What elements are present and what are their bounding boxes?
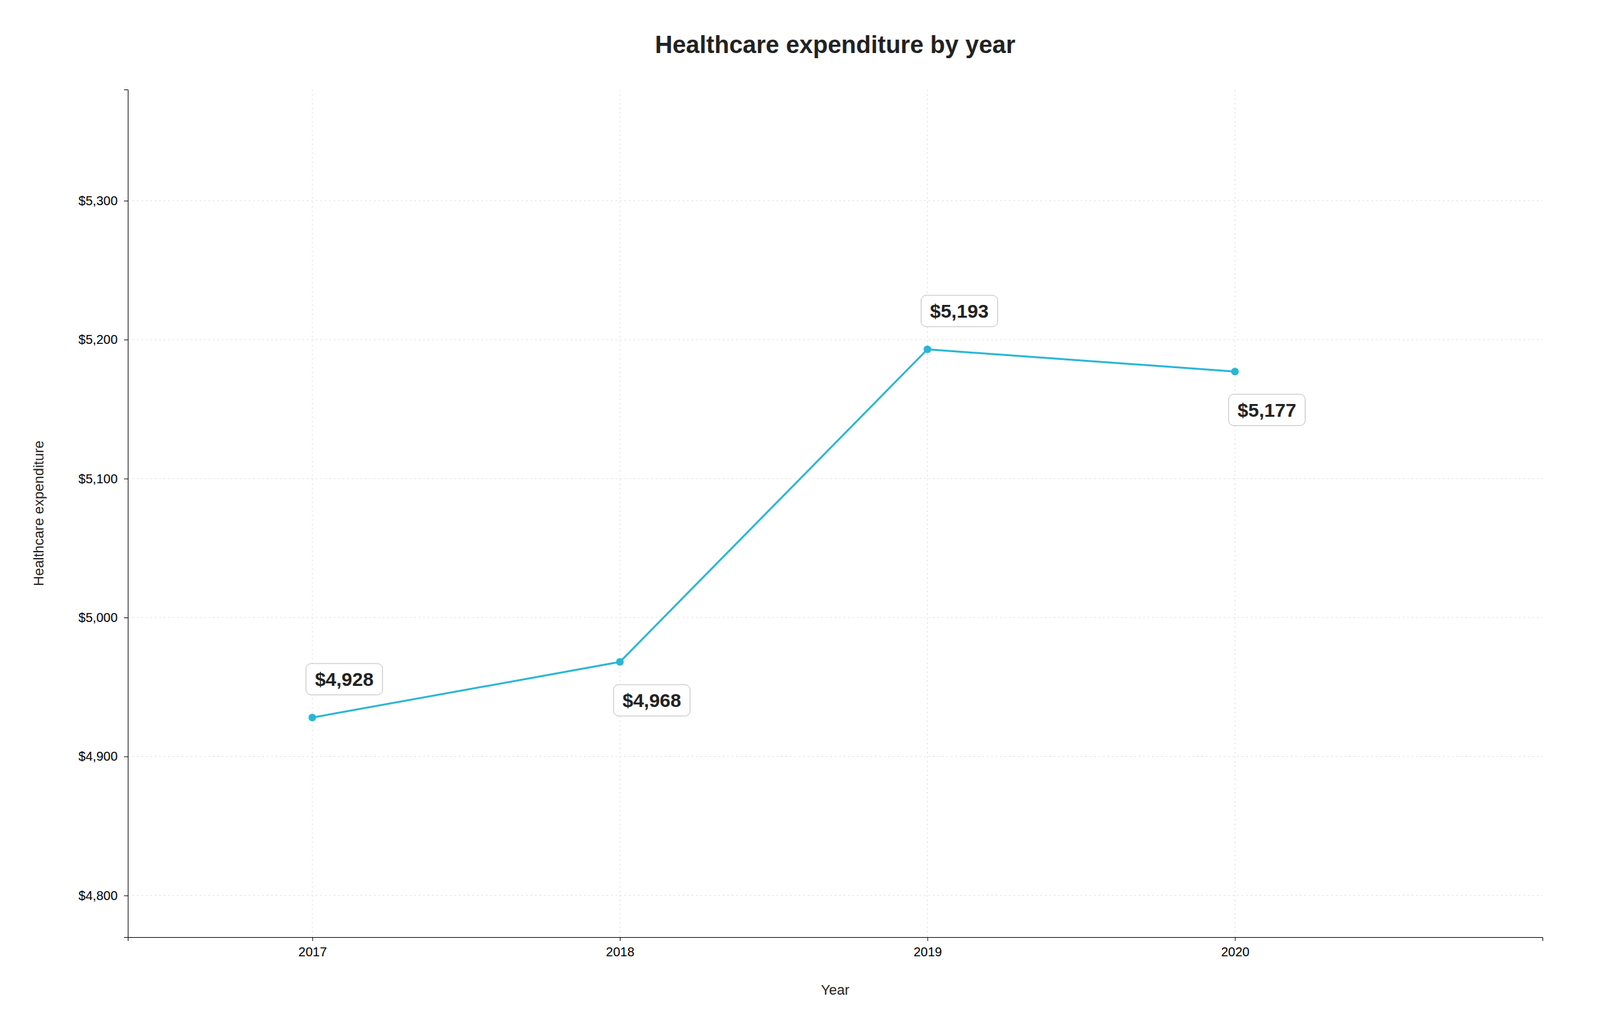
y-axis-title: Healthcare expenditure (30, 440, 47, 586)
tick-mark (123, 200, 128, 202)
grid-line-y (127, 894, 1543, 896)
tick-label: $5,300 (78, 193, 118, 208)
tick: $5,000 (78, 610, 128, 625)
data-label-group: $5,193 (921, 295, 999, 327)
marks (308, 345, 1239, 721)
tick-mark (123, 339, 128, 340)
grid-line-x (311, 89, 313, 937)
x-axis-title: Year (821, 981, 850, 998)
grid-line-y (127, 617, 1543, 618)
tick-label: 2017 (298, 944, 328, 959)
point (308, 713, 317, 722)
tick-label: 2018 (605, 944, 635, 959)
grid-line-y (127, 200, 1543, 201)
data-label-group: $4,928 (306, 663, 383, 695)
data-label: $4,968 (622, 689, 682, 711)
tick-mark (927, 936, 928, 941)
tick-label: $5,200 (78, 332, 118, 347)
tick: $5,200 (78, 332, 128, 347)
title: Healthcare expenditure by year (654, 31, 1016, 59)
data-label: $5,177 (1237, 399, 1297, 421)
grid-line-y (127, 755, 1543, 757)
tick-mark (1235, 936, 1236, 941)
point (923, 345, 931, 353)
tick: 2017 (298, 936, 328, 959)
tick: $5,100 (78, 471, 128, 486)
tick-label: $5,000 (78, 610, 118, 625)
x-axis: 2017 2018 2019 2020 (128, 936, 1544, 959)
plot-area: 2017 2018 2019 2020 $4,800 $4,900 $5,000 $5,100… (78, 89, 1544, 959)
tick-label: $4,800 (78, 888, 118, 903)
data-labels: $4,928 $4,968 $5,193 $5,177 (306, 295, 1306, 716)
data-label-box (613, 684, 691, 716)
grid-line-x (1234, 89, 1236, 937)
tick-mark (619, 936, 621, 941)
data-label-box (921, 295, 999, 327)
line (312, 348, 1236, 717)
tick: $5,300 (78, 193, 128, 208)
data-label-box (1228, 394, 1306, 426)
tick: 2018 (605, 936, 635, 959)
tick-label: $5,100 (78, 471, 118, 486)
tick-label: 2019 (913, 944, 943, 959)
tick-mark (123, 895, 128, 896)
point (615, 658, 624, 666)
data-label: $5,193 (930, 300, 990, 322)
tick-mark (123, 478, 128, 480)
grid-line-x (619, 89, 621, 937)
data-label: $4,928 (315, 668, 374, 690)
tick-label: $4,900 (78, 748, 118, 763)
tick-mark (123, 755, 128, 757)
grid-line-x (927, 89, 928, 937)
tick-label: 2020 (1221, 944, 1250, 959)
tick-mark (312, 936, 314, 941)
tick: $4,800 (78, 888, 128, 903)
data-label-group: $5,177 (1228, 394, 1306, 426)
tick: $4,900 (78, 748, 128, 763)
tick: 2019 (913, 936, 943, 959)
x-axis-line (128, 937, 1544, 942)
y-axis-line (123, 90, 129, 938)
grid (127, 89, 1543, 937)
data-label-group: $4,968 (613, 684, 691, 716)
grid-line-y (127, 477, 1543, 479)
data-label-box (306, 663, 383, 695)
chart: 2017 2018 2019 2020 $4,800 $4,900 $5,000 $5,100… (0, 0, 1600, 1033)
y-axis: $4,800 $4,900 $5,000 $5,100 $5,200 $5,300 (78, 90, 129, 938)
tick-mark (123, 617, 128, 618)
tick: 2020 (1221, 936, 1250, 959)
point (1231, 367, 1239, 376)
grid-line-y (127, 339, 1543, 340)
